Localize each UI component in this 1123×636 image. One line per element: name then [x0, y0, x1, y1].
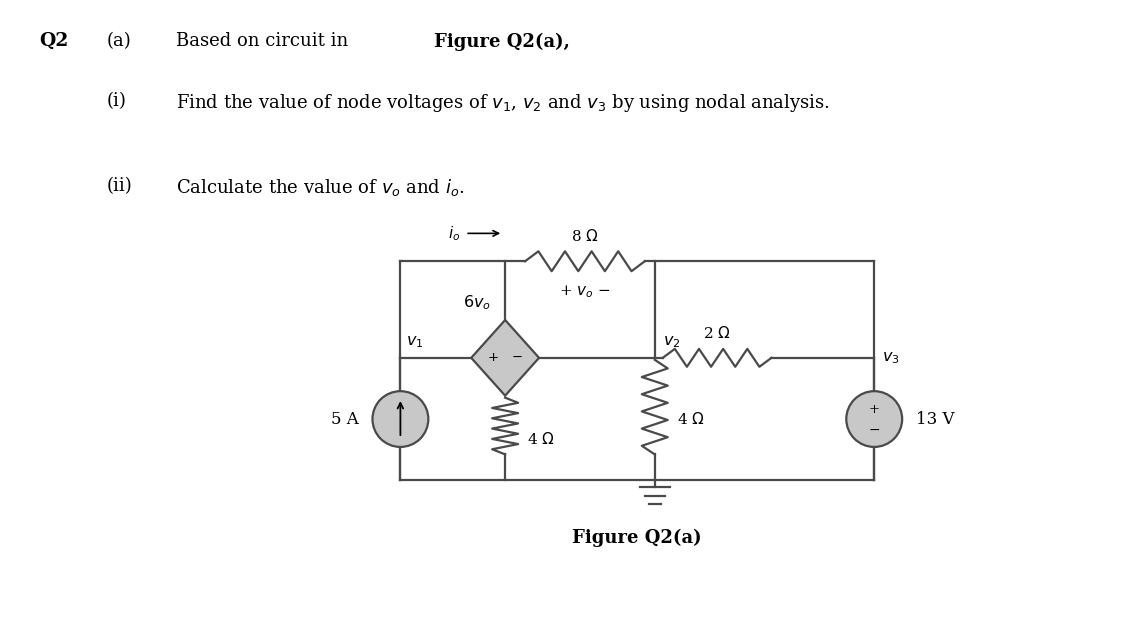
Text: $i_o$: $i_o$	[448, 224, 460, 243]
Circle shape	[847, 391, 902, 447]
Text: Figure Q2(a),: Figure Q2(a),	[435, 32, 570, 50]
Text: 4 $\Omega$: 4 $\Omega$	[677, 411, 704, 427]
Text: (a): (a)	[107, 32, 131, 50]
Text: Find the value of node voltages of $v_1$, $v_2$ and $v_3$ by using nodal analysi: Find the value of node voltages of $v_1$…	[176, 92, 830, 114]
Circle shape	[373, 391, 428, 447]
Text: Calculate the value of $v_o$ and $i_o$.: Calculate the value of $v_o$ and $i_o$.	[176, 177, 465, 198]
Text: +: +	[487, 351, 499, 364]
Text: Q2: Q2	[39, 32, 69, 50]
Text: 5 A: 5 A	[331, 411, 358, 427]
Text: 8 $\Omega$: 8 $\Omega$	[572, 228, 599, 244]
Text: $v_2$: $v_2$	[663, 333, 681, 350]
Text: (i): (i)	[107, 92, 126, 110]
Text: (ii): (ii)	[107, 177, 131, 195]
Text: + $v_o$ −: + $v_o$ −	[559, 283, 611, 300]
Text: −: −	[512, 351, 522, 364]
Text: −: −	[868, 423, 880, 437]
Text: $6v_o$: $6v_o$	[463, 293, 491, 312]
Text: $v_1$: $v_1$	[407, 333, 423, 350]
Polygon shape	[472, 320, 539, 396]
Text: 13 V: 13 V	[916, 411, 955, 427]
Text: 2 $\Omega$: 2 $\Omega$	[703, 325, 731, 341]
Text: 4 $\Omega$: 4 $\Omega$	[527, 431, 555, 447]
Text: +: +	[869, 403, 879, 415]
Text: Based on circuit in: Based on circuit in	[176, 32, 354, 50]
Text: $v_3$: $v_3$	[883, 349, 900, 366]
Text: Figure Q2(a): Figure Q2(a)	[573, 529, 702, 547]
